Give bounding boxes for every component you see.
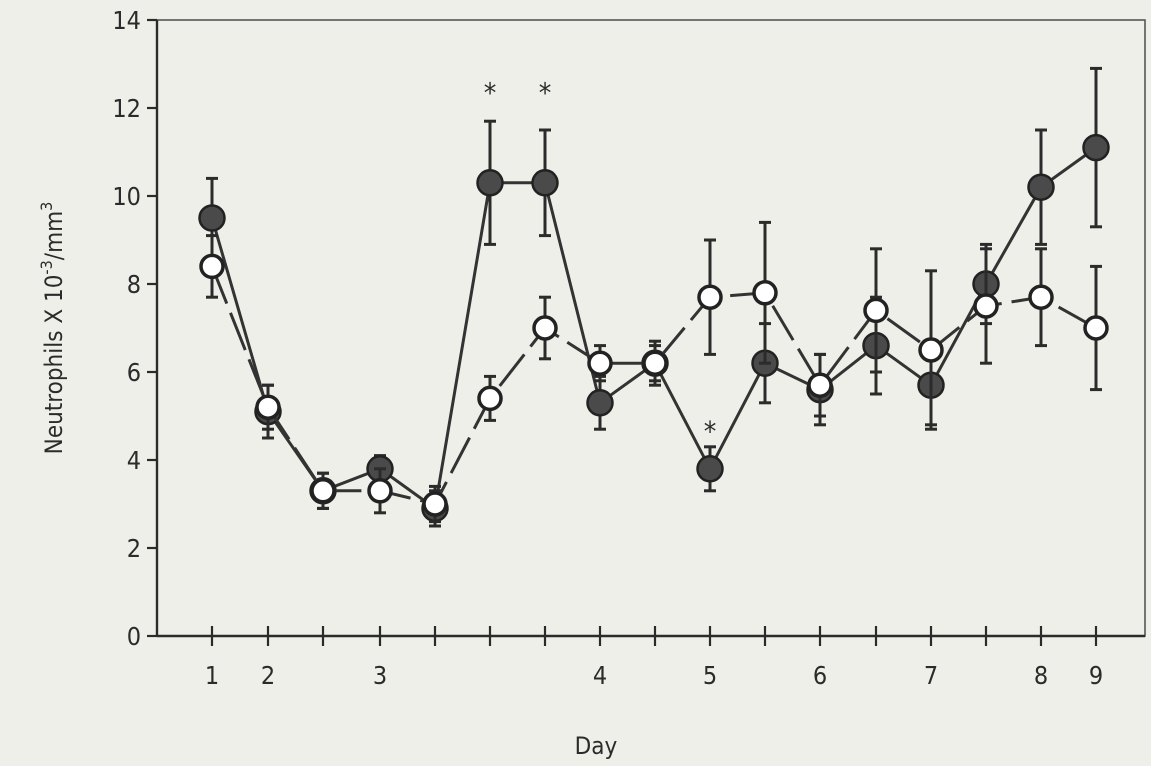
y-tick-label: 10	[112, 182, 141, 211]
series-line-filled	[210, 146, 1097, 512]
annotations: * * *	[484, 76, 717, 448]
data-point-filled	[1027, 173, 1055, 201]
data-point-filled	[696, 455, 724, 483]
y-axis-title-exp2: 3	[37, 202, 56, 211]
data-point-open	[807, 372, 833, 398]
data-point-open	[477, 385, 503, 412]
y-axis-title-exp1: -3	[37, 260, 56, 274]
significance-marker: *	[539, 76, 552, 109]
x-ticks: 1 2 3 4 5 6 7 8 9	[205, 626, 1103, 690]
x-tick-label: 6	[813, 661, 827, 690]
data-point-filled	[476, 169, 504, 197]
x-tick-label: 4	[593, 661, 607, 690]
data-point-filled	[198, 204, 226, 232]
data-point-filled	[531, 169, 559, 197]
data-point-open	[1083, 315, 1109, 341]
data-point-open	[752, 280, 778, 306]
x-tick-label: 1	[205, 661, 219, 690]
x-axis-title: Day	[575, 732, 618, 760]
y-tick-label: 4	[127, 446, 141, 475]
data-point-open	[367, 478, 393, 504]
y-axis-title-main: Neutrophils X 10	[40, 275, 68, 455]
y-tick-label: 8	[127, 270, 141, 299]
y-tick-label: 0	[127, 622, 141, 651]
data-point-open	[199, 253, 225, 280]
series-open	[199, 220, 1109, 524]
y-axis-title: Neutrophils X 10-3/mm3	[37, 202, 68, 455]
data-point-filled	[1082, 133, 1110, 162]
data-point-open	[422, 491, 448, 517]
data-point-open	[863, 297, 889, 324]
y-tick-label: 6	[127, 358, 141, 387]
data-point-open	[918, 337, 944, 363]
significance-marker: *	[704, 415, 717, 448]
series-line-open	[210, 265, 1097, 506]
y-tick-label: 2	[127, 534, 141, 563]
data-point-filled	[586, 389, 614, 417]
x-tick-label: 7	[924, 661, 938, 690]
x-tick-label: 9	[1089, 661, 1103, 690]
plot-frame	[156, 19, 1146, 637]
data-point-open	[697, 284, 723, 310]
y-tick-label: 12	[112, 94, 141, 123]
series-filled	[198, 66, 1110, 528]
x-tick-label: 2	[261, 661, 275, 690]
data-point-open	[642, 350, 668, 376]
series-layer	[198, 66, 1110, 528]
x-tick-label: 3	[373, 661, 387, 690]
y-axis-title-unit: /mm	[40, 211, 68, 260]
data-point-open	[310, 478, 336, 504]
x-tick-label: 5	[703, 661, 717, 690]
data-point-open	[255, 394, 281, 420]
data-point-open	[973, 293, 999, 319]
data-point-open	[532, 315, 558, 341]
x-tick-label: 8	[1034, 661, 1048, 690]
data-point-open	[1028, 284, 1054, 310]
y-ticks: 0 2 4 6 8 10 12 14	[112, 6, 157, 651]
data-point-open	[587, 350, 613, 376]
y-tick-label: 14	[112, 6, 141, 35]
significance-marker: *	[484, 76, 497, 109]
